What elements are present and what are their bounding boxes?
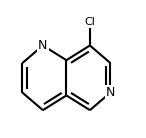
Text: Cl: Cl (85, 17, 95, 27)
Text: N: N (38, 39, 48, 52)
Text: N: N (106, 86, 115, 99)
